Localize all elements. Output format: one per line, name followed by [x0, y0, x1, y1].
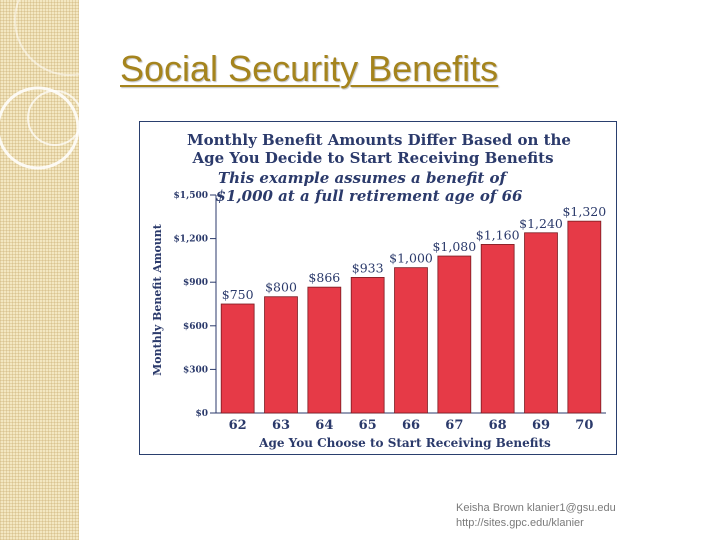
- value-label-age-64: $866: [308, 270, 340, 285]
- footer-author-email: Keisha Brown klanier1@gsu.edu: [456, 502, 616, 514]
- y-axis-label: Monthly Benefit Amount: [151, 223, 164, 376]
- x-axis-ticks: 62 63 64 65 66 67 68 69 70: [229, 418, 594, 433]
- x-tick-label: 70: [575, 418, 593, 433]
- benefit-chart: Monthly Benefit Amounts Differ Based on …: [139, 121, 617, 455]
- x-tick-label: 67: [445, 418, 463, 433]
- chart-title-line-2: Age You Decide to Start Receiving Benefi…: [191, 149, 553, 167]
- bars: [220, 220, 602, 414]
- y-tick-label: $1,200: [174, 235, 208, 245]
- x-tick-label: 66: [402, 418, 420, 433]
- footer: Keisha Brown klanier1@gsu.edu http://sit…: [456, 501, 616, 531]
- x-tick-label: 65: [359, 418, 377, 433]
- value-label-age-66: $1,000: [389, 251, 433, 266]
- bar-age-70: [567, 220, 602, 414]
- bar-age-68: [480, 244, 515, 414]
- x-tick-label: 64: [315, 418, 333, 433]
- value-labels: $750 $800 $866 $933 $1,000$1,080$1,160$1,240…: [222, 204, 606, 302]
- x-tick-label: 69: [532, 418, 550, 433]
- y-tick-label: $0: [195, 409, 208, 419]
- y-tick-label: $900: [183, 278, 208, 288]
- value-label-age-68: $1,160: [476, 227, 520, 242]
- x-tick-label: 68: [489, 418, 507, 433]
- bar-age-65: [350, 277, 385, 414]
- footer-website: http://sites.gpc.edu/klanier: [456, 517, 584, 529]
- y-tick-label: $300: [183, 365, 208, 375]
- value-label-age-63: $800: [265, 280, 297, 295]
- chart-title-line-1: Monthly Benefit Amounts Differ Based on …: [187, 131, 571, 149]
- value-label-age-62: $750: [222, 287, 254, 302]
- benefit-chart-svg: Monthly Benefit Amounts Differ Based on …: [151, 131, 606, 450]
- value-label-age-70: $1,320: [562, 204, 606, 219]
- x-axis-label: Age You Choose to Start Receiving Benefi…: [258, 436, 551, 450]
- bar-age-63: [264, 296, 298, 414]
- y-tick-label: $1,500: [174, 191, 208, 201]
- slide-title: Social Security Benefits: [120, 48, 499, 89]
- decorative-side-strip: [0, 0, 79, 540]
- value-label-age-67: $1,080: [432, 239, 476, 254]
- bar-age-62: [220, 303, 255, 414]
- x-tick-label: 63: [272, 418, 290, 433]
- bar-age-66: [394, 267, 428, 414]
- value-label-age-69: $1,240: [519, 216, 563, 231]
- bar-age-67: [437, 255, 472, 414]
- bar-age-69: [524, 232, 558, 414]
- value-label-age-65: $933: [352, 260, 384, 275]
- decorative-circles: [0, 0, 79, 170]
- y-tick-label: $600: [183, 322, 208, 332]
- x-tick-label: 62: [229, 418, 247, 433]
- chart-subtitle-line-2: $1,000 at a full retirement age of 66: [216, 187, 523, 205]
- bar-age-64: [307, 286, 342, 414]
- chart-subtitle-line-1: This example assumes a benefit of: [218, 169, 509, 187]
